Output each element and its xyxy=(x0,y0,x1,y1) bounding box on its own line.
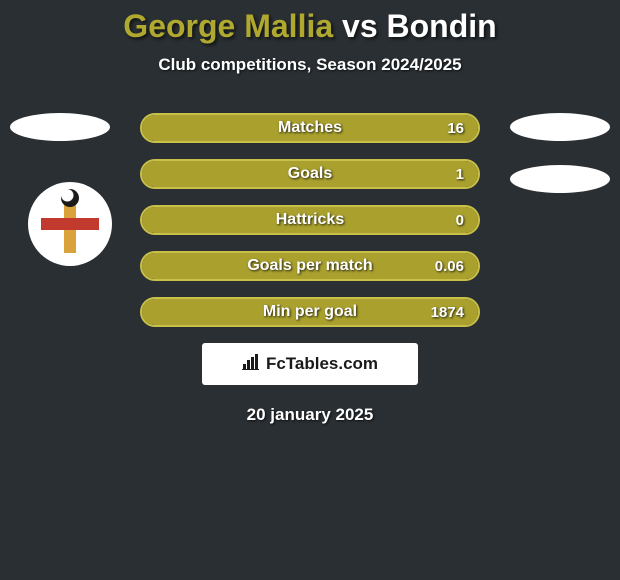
stat-bar: Goals per match0.06 xyxy=(140,251,480,281)
badge-crest xyxy=(41,195,100,254)
bar-chart-icon xyxy=(242,354,260,375)
player-a-club-badge xyxy=(28,182,112,266)
page-title: George Mallia vs Bondin xyxy=(0,8,620,45)
stat-bar-value: 1874 xyxy=(431,299,464,325)
stat-bar-label: Goals xyxy=(142,161,478,187)
stat-bar: Hattricks0 xyxy=(140,205,480,235)
subtitle: Club competitions, Season 2024/2025 xyxy=(0,55,620,75)
stat-bar: Min per goal1874 xyxy=(140,297,480,327)
player-b-ellipse-2 xyxy=(510,165,610,193)
comparison-card: George Mallia vs Bondin Club competition… xyxy=(0,0,620,425)
stat-bar: Matches16 xyxy=(140,113,480,143)
stat-bar-label: Hattricks xyxy=(142,207,478,233)
stat-bar-label: Min per goal xyxy=(142,299,478,325)
player-b-ellipse-1 xyxy=(510,113,610,141)
player-a-ellipse xyxy=(10,113,110,141)
title-player-a: George Mallia xyxy=(123,8,333,44)
stat-bar: Goals1 xyxy=(140,159,480,189)
badge-stripe-horizontal xyxy=(41,218,100,230)
stat-bar-value: 16 xyxy=(447,115,464,141)
title-vs: vs xyxy=(333,8,386,44)
title-player-b: Bondin xyxy=(387,8,497,44)
stat-bar-value: 0 xyxy=(456,207,464,233)
branding-text: FcTables.com xyxy=(266,354,378,374)
stat-bar-label: Matches xyxy=(142,115,478,141)
stat-bar-label: Goals per match xyxy=(142,253,478,279)
badge-ball-icon xyxy=(61,189,79,207)
stats-area: Matches16 Goals1 Hattricks0 Goals per match… xyxy=(0,113,620,327)
branding-box: FcTables.com xyxy=(202,343,418,385)
stat-bar-value: 1 xyxy=(456,161,464,187)
stat-bars: Matches16 Goals1 Hattricks0 Goals per match… xyxy=(140,113,480,327)
stat-bar-value: 0.06 xyxy=(435,253,464,279)
date-text: 20 january 2025 xyxy=(0,405,620,425)
